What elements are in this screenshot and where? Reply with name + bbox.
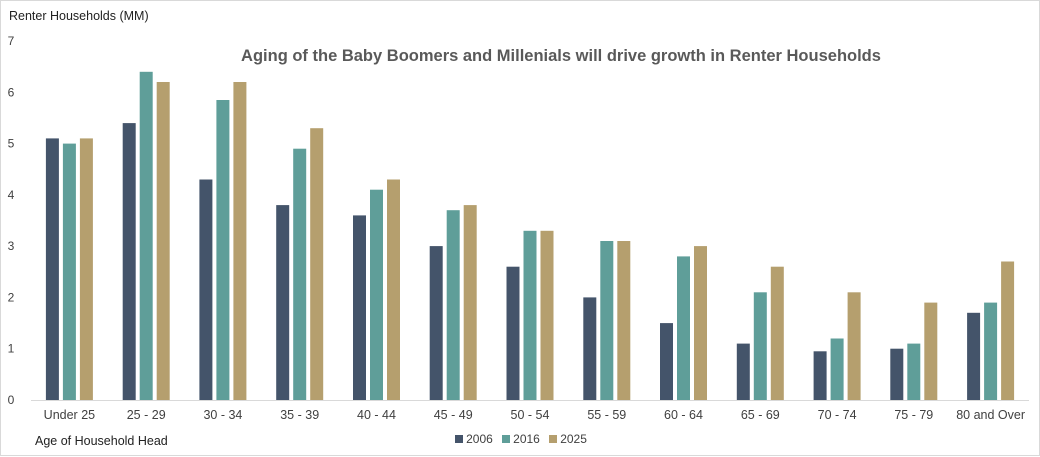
- bar-2025-45-49: [463, 205, 477, 400]
- legend-swatch-2025: [549, 435, 558, 443]
- bar-2025-65-69: [770, 266, 784, 400]
- x-tick-label: 60 - 64: [664, 408, 703, 422]
- bar-2016-70-74: [830, 338, 844, 400]
- bar-2006-25-29: [122, 123, 136, 400]
- legend-label-2016: 2016: [513, 432, 540, 446]
- x-tick-label: Under 25: [44, 408, 95, 422]
- y-axis-title: Renter Households (MM): [9, 9, 149, 23]
- bar-2025-55-59: [617, 241, 631, 400]
- legend-label-2006: 2006: [466, 432, 493, 446]
- x-tick-label: 35 - 39: [280, 408, 319, 422]
- bar-2025-30-34: [233, 82, 247, 400]
- bar-2006-55-59: [583, 297, 597, 400]
- bar-2016-50-54: [523, 230, 537, 400]
- bar-2025-70-74: [847, 292, 861, 400]
- bar-2016-40-44: [370, 189, 383, 400]
- legend-item-2006: 2006: [455, 432, 493, 446]
- bar-2016-65-69: [753, 292, 767, 400]
- x-tick-label: 50 - 54: [511, 408, 550, 422]
- bar-2006-45-49: [429, 246, 443, 400]
- bar-2016-35-39: [293, 148, 307, 400]
- y-tick-label: 0: [8, 393, 15, 407]
- x-tick-label: 70 - 74: [818, 408, 857, 422]
- legend-swatch-2016: [502, 435, 511, 443]
- bar-2025-50-54: [540, 230, 554, 400]
- bar-2016-30-34: [216, 100, 230, 400]
- x-tick-label: 25 - 29: [127, 408, 166, 422]
- bar-2016-25-29: [139, 71, 153, 401]
- bar-2006-75-79: [890, 348, 904, 400]
- legend-item-2016: 2016: [502, 432, 540, 446]
- y-tick-label: 1: [8, 342, 15, 356]
- y-tick-label: 6: [8, 85, 15, 99]
- x-tick-label: 75 - 79: [894, 408, 933, 422]
- y-tick-label: 7: [8, 34, 15, 48]
- bar-2025-75-79: [924, 302, 938, 400]
- bar-2016-55-59: [600, 241, 614, 400]
- bar-2016-80andover: [984, 302, 998, 400]
- y-axis-ticks: 0 1 2 3 4 5 6 7: [8, 34, 15, 407]
- bar-2006-50-54: [506, 266, 520, 400]
- y-tick-label: 3: [8, 239, 15, 253]
- y-tick-label: 4: [8, 188, 15, 202]
- legend: 2006 2016 2025: [1, 432, 1040, 446]
- bar-2006-35-39: [276, 205, 290, 400]
- bar-2025-60-64: [694, 246, 707, 400]
- x-tick-label: 55 - 59: [587, 408, 626, 422]
- bar-2016-under25: [62, 143, 76, 400]
- bar-2016-75-79: [907, 343, 921, 400]
- chart-title: Aging of the Baby Boomers and Millenials…: [241, 47, 881, 65]
- bar-group: [45, 71, 1015, 401]
- x-axis-ticks: Under 25 25 - 29 30 - 34 35 - 39 40 - 44 45 -…: [44, 408, 1025, 422]
- y-tick-label: 2: [8, 290, 15, 304]
- x-tick-label: 40 - 44: [357, 408, 396, 422]
- bar-2006-65-69: [736, 343, 750, 400]
- bar-2006-under25: [45, 138, 59, 400]
- bar-2025-80andover: [1001, 261, 1015, 400]
- x-tick-label: 45 - 49: [434, 408, 473, 422]
- y-tick-label: 5: [8, 137, 15, 151]
- bar-2006-60-64: [660, 323, 673, 400]
- legend-item-2025: 2025: [549, 432, 587, 446]
- bar-2025-under25: [79, 138, 93, 400]
- bar-2006-40-44: [353, 215, 366, 400]
- bar-2006-30-34: [199, 179, 213, 400]
- bar-2016-45-49: [446, 210, 460, 400]
- legend-label-2025: 2025: [560, 432, 587, 446]
- bar-2025-35-39: [310, 128, 324, 400]
- bar-2025-25-29: [156, 82, 170, 400]
- x-tick-label: 30 - 34: [203, 408, 242, 422]
- bar-2006-80andover: [967, 312, 981, 400]
- x-tick-label: 65 - 69: [741, 408, 780, 422]
- legend-swatch-2006: [455, 435, 464, 443]
- bar-2006-70-74: [813, 351, 827, 400]
- bar-2025-40-44: [387, 179, 400, 400]
- x-axis-title: Age of Household Head: [35, 434, 168, 448]
- bar-2016-60-64: [677, 256, 690, 400]
- x-tick-label: 80 and Over: [956, 408, 1025, 422]
